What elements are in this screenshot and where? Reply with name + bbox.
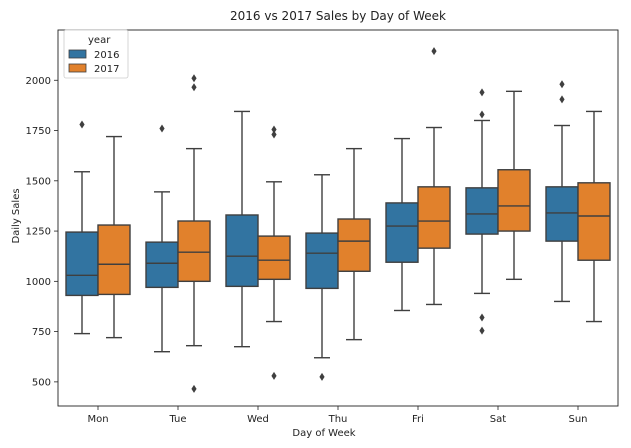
outlier-point bbox=[271, 130, 277, 139]
y-tick-label: 1000 bbox=[26, 277, 51, 288]
y-tick-label: 750 bbox=[32, 327, 51, 338]
legend-title: year bbox=[88, 35, 111, 46]
box-2017-Tue bbox=[177, 220, 211, 283]
box-2016-Wed bbox=[225, 214, 259, 288]
box-2016-Sun bbox=[545, 186, 579, 242]
outlier-point bbox=[79, 120, 85, 129]
legend-label-2016: 2016 bbox=[94, 50, 119, 61]
x-tick-label: Wed bbox=[247, 414, 269, 425]
legend: year 2016 2017 bbox=[63, 29, 129, 79]
box-2017-Sat bbox=[497, 169, 531, 232]
x-axis-title: Day of Week bbox=[292, 428, 355, 439]
y-tick-label: 500 bbox=[32, 377, 51, 388]
outlier-point bbox=[191, 83, 197, 92]
box-2016-Mon bbox=[65, 231, 99, 297]
y-axis-title: Daily Sales bbox=[11, 188, 22, 243]
outlier-point bbox=[559, 80, 565, 89]
outlier-point bbox=[479, 110, 485, 119]
legend-swatch-2017 bbox=[68, 63, 87, 73]
box-2017-Fri bbox=[417, 186, 451, 249]
chart-title: 2016 vs 2017 Sales by Day of Week bbox=[230, 9, 446, 23]
y-tick-label: 1500 bbox=[26, 176, 51, 187]
outlier-point bbox=[159, 124, 165, 133]
y-tick-label: 1250 bbox=[26, 227, 51, 238]
box-2016-Fri bbox=[385, 202, 419, 263]
x-tick-label: Mon bbox=[87, 414, 108, 425]
x-tick-label: Fri bbox=[412, 414, 424, 425]
outlier-point bbox=[479, 326, 485, 335]
y-tick-label: 1750 bbox=[26, 126, 51, 137]
outlier-point bbox=[559, 95, 565, 104]
x-tick-label: Sat bbox=[490, 414, 506, 425]
outlier-point bbox=[319, 372, 325, 381]
box-2017-Sun bbox=[577, 182, 611, 261]
box-2016-Tue bbox=[145, 241, 179, 289]
plot-background bbox=[58, 30, 618, 406]
box-2017-Wed bbox=[257, 235, 291, 281]
outlier-point bbox=[271, 371, 277, 380]
x-tick-label: Sun bbox=[568, 414, 587, 425]
outlier-point bbox=[479, 313, 485, 322]
legend-swatch-2016 bbox=[68, 49, 87, 59]
plot-frame bbox=[57, 29, 619, 407]
outlier-point bbox=[271, 125, 277, 134]
outlier-point bbox=[431, 47, 437, 56]
x-tick-label: Thu bbox=[328, 414, 348, 425]
outlier-point bbox=[479, 88, 485, 97]
plot-area: 500 750 1000 1250 1500 1750 2000 Mon Tue Wed Thu Fr… bbox=[26, 29, 619, 425]
x-tick-label: Tue bbox=[168, 414, 186, 425]
box-2017-Thu bbox=[337, 218, 371, 272]
y-tick-label: 2000 bbox=[26, 76, 51, 87]
legend-label-2017: 2017 bbox=[94, 64, 119, 75]
box-2016-Sat bbox=[465, 187, 499, 235]
box-2017-Mon bbox=[97, 224, 131, 296]
box-2016-Thu bbox=[305, 232, 339, 290]
outlier-point bbox=[191, 384, 197, 393]
outlier-point bbox=[191, 74, 197, 83]
